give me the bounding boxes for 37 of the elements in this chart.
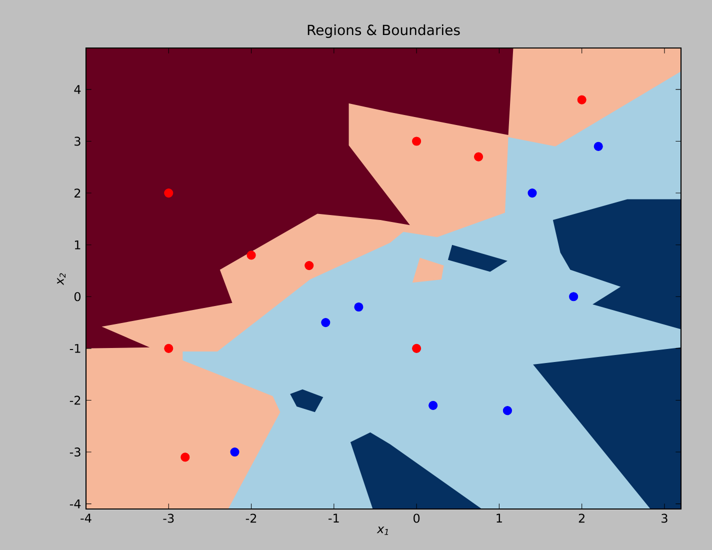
point	[412, 136, 422, 146]
y-tick-label: 1	[74, 240, 80, 250]
x-tick-label: -4	[80, 514, 92, 522]
x-tick-label: 1	[496, 514, 502, 522]
y-tick-label: 3	[74, 136, 80, 146]
x-tick-label: 2	[578, 514, 584, 523]
point	[577, 95, 586, 104]
y-tick-label: 2	[74, 188, 80, 198]
point	[180, 452, 190, 462]
x-tick-label: -3	[163, 514, 174, 523]
point	[304, 261, 314, 270]
point	[412, 344, 422, 353]
x-tick-label: -2	[246, 514, 256, 523]
point	[354, 302, 364, 312]
y-axis-title: x$_{2}$	[57, 273, 66, 286]
chart-title: Regions & Boundaries	[308, 24, 460, 38]
point	[321, 318, 330, 328]
point	[230, 447, 240, 457]
x-axis-title: x$_{1}$	[376, 526, 388, 535]
y-tick-label: 0	[74, 292, 80, 302]
point	[428, 400, 438, 410]
x-tick-label: 0	[414, 514, 420, 523]
y-tick-label: -4	[70, 499, 81, 508]
point	[528, 188, 537, 198]
point	[164, 344, 174, 353]
point	[502, 406, 512, 416]
y-tick-label: -1	[70, 344, 80, 353]
point	[474, 152, 484, 162]
y-tick-label: -2	[70, 396, 80, 405]
x-tick-label: 3	[662, 514, 668, 523]
y-tick-label: -3	[70, 447, 80, 457]
point	[246, 250, 256, 260]
point	[569, 292, 578, 302]
point	[164, 188, 174, 198]
y-tick-label: 4	[74, 85, 81, 94]
point	[594, 142, 603, 151]
x-tick-label: -1	[328, 514, 339, 522]
